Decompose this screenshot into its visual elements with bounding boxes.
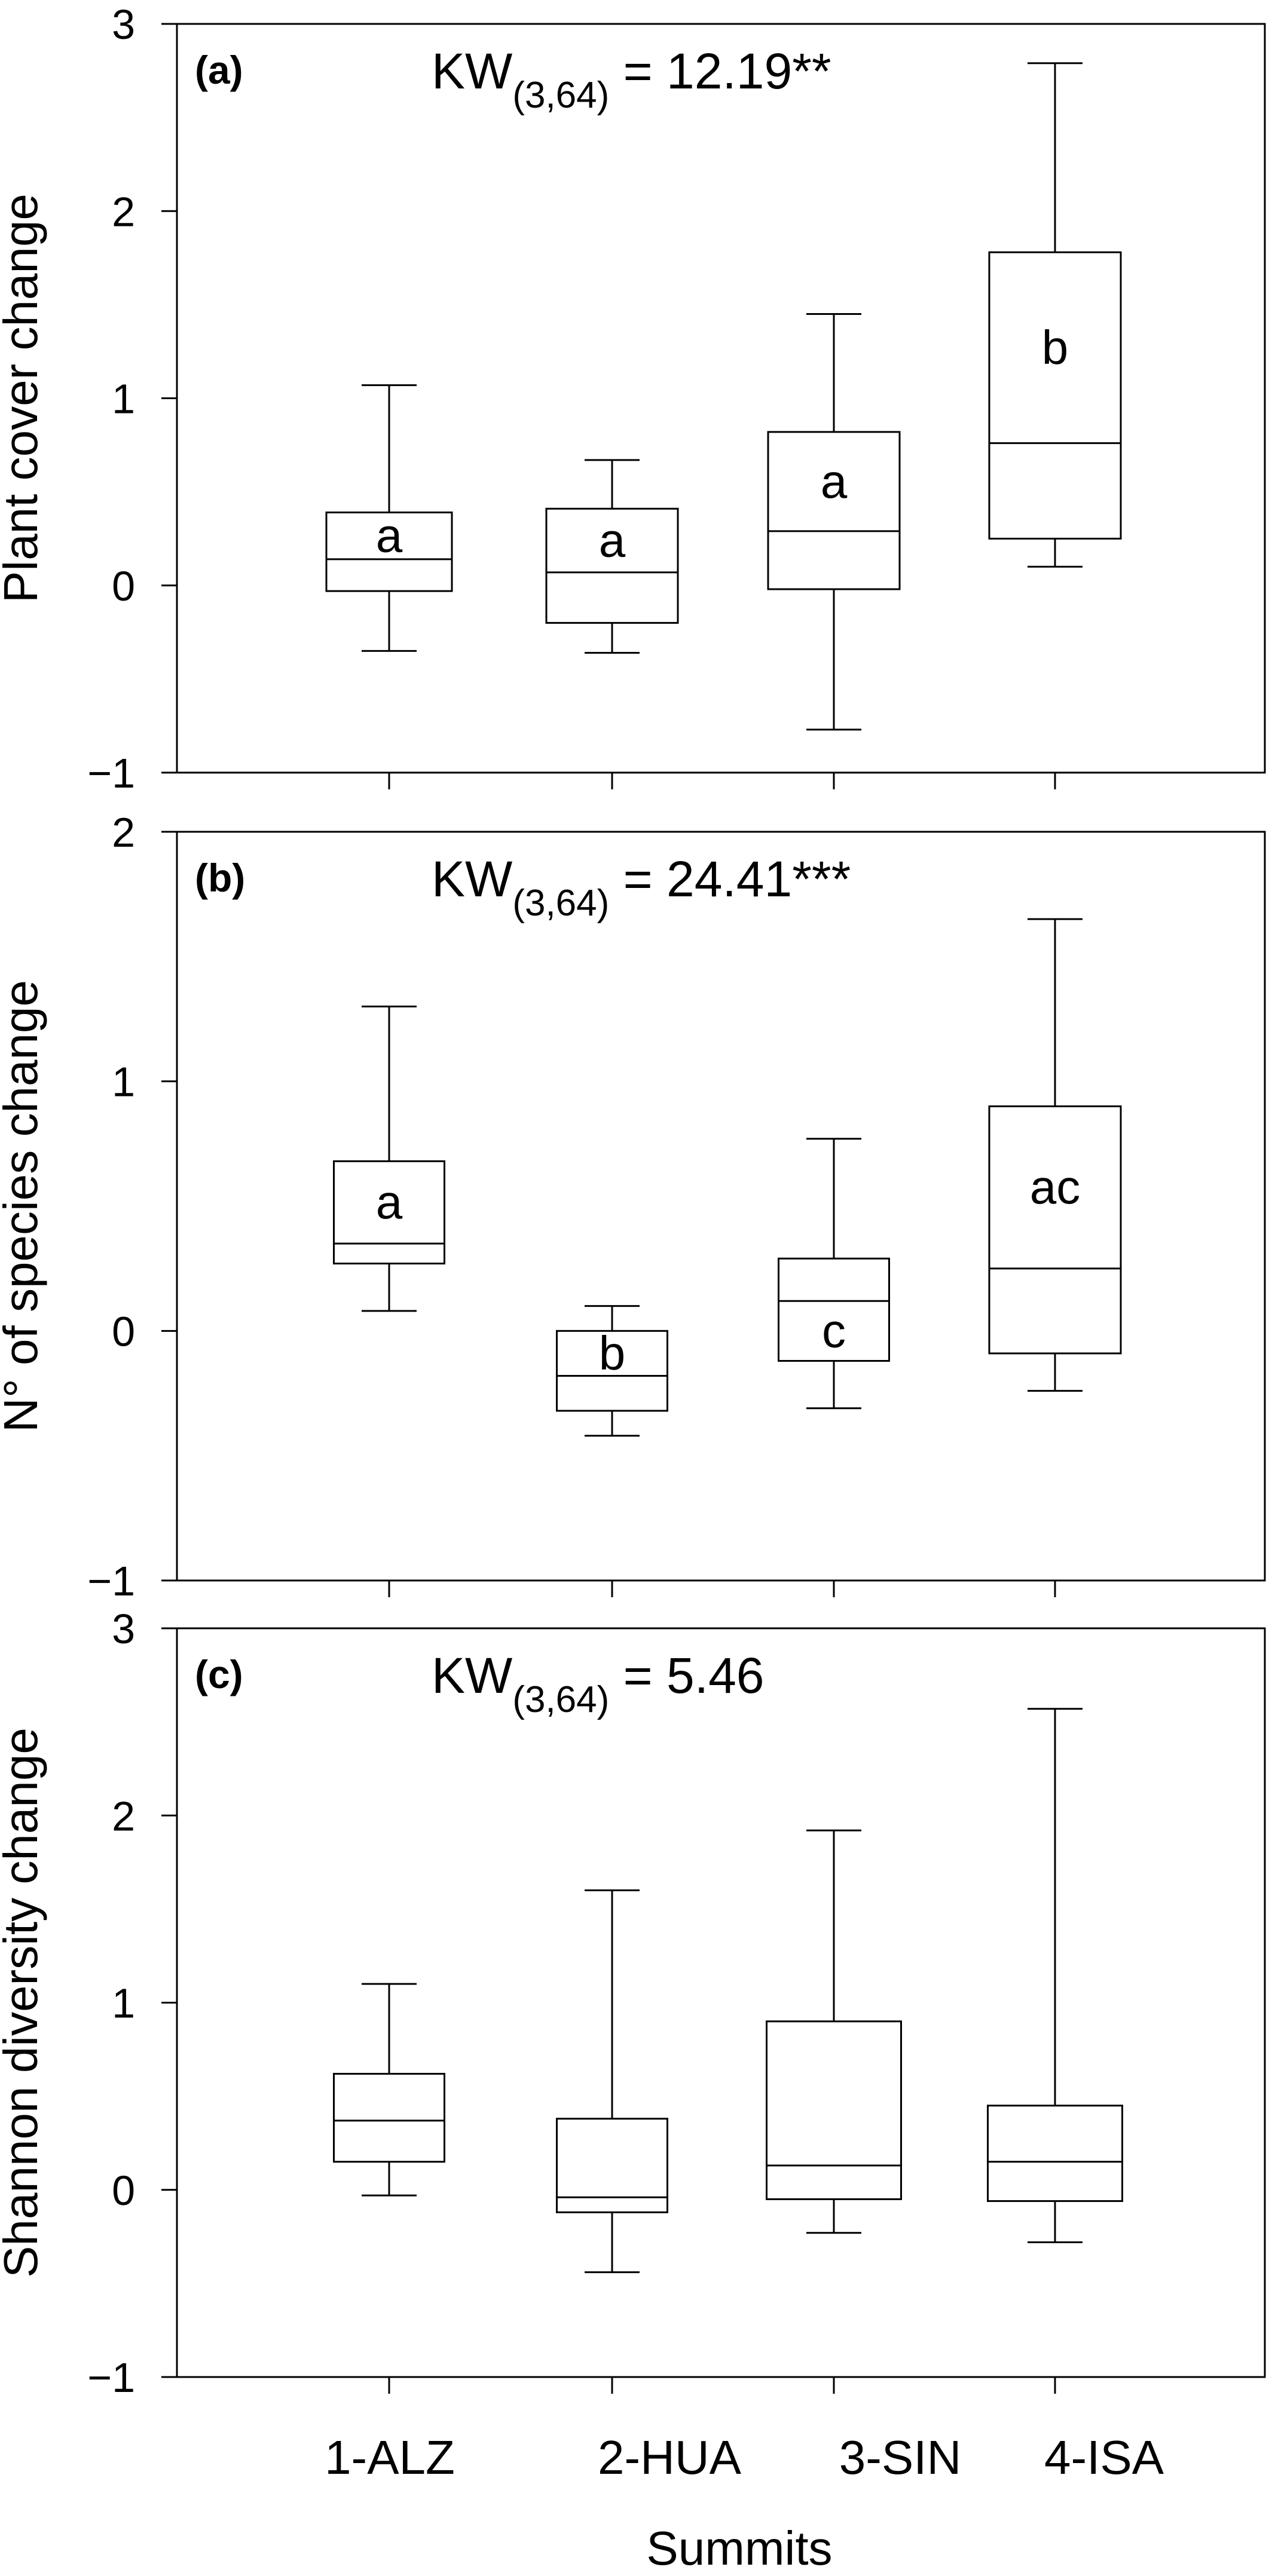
box-2-HUA: b	[556, 1305, 668, 1437]
x-category-label: 1-ALZ	[325, 2431, 455, 2484]
panel-letter: (c)	[195, 1652, 243, 1696]
kw-statistic: KW(3,64) = 5.46	[432, 1647, 765, 1720]
plot-frame	[176, 1627, 1266, 2378]
y-tick-label: −1	[87, 1558, 135, 1604]
kw-statistic: KW(3,64) = 24.41***	[432, 851, 851, 924]
group-letter: b	[1042, 321, 1069, 374]
panels: −1 0 1 2 3 Plant cover change (a) KW(3,64) = 12…	[0, 1, 1266, 2401]
iqr-box	[545, 507, 679, 624]
iqr-box	[988, 1105, 1122, 1355]
y-tick-label: 3	[112, 1606, 135, 1652]
y-tick-label: 2	[112, 188, 135, 235]
box-4-ISA	[987, 1708, 1123, 2243]
panel-letter: (b)	[195, 856, 245, 900]
y-tick-label: 0	[112, 563, 135, 609]
panel-3: −1 0 1 2 3 Shannon diversity change (c) KW(3,64…	[0, 1606, 1266, 2401]
box-3-SIN: a	[767, 313, 901, 731]
y-axis-title: Plant cover change	[0, 194, 47, 603]
iqr-box	[987, 2105, 1123, 2203]
y-tick-label: 1	[112, 1059, 135, 1105]
y-tick-label: 1	[112, 1980, 135, 2027]
panel-2: −1 0 1 2 N° of species change (b) KW(3,64) = 2…	[0, 809, 1266, 1604]
panel-1: −1 0 1 2 3 Plant cover change (a) KW(3,64) = 12…	[0, 1, 1266, 797]
y-tick-label: −1	[87, 2354, 135, 2401]
plot-frame	[176, 831, 1266, 1582]
iqr-box	[333, 2073, 445, 2163]
x-category-label: 3-SIN	[839, 2431, 962, 2484]
box-2-HUA	[556, 1889, 668, 2274]
iqr-box	[767, 431, 901, 590]
box-1-ALZ: a	[325, 384, 453, 652]
y-axis-title: Shannon diversity change	[0, 1727, 47, 2278]
box-3-SIN	[766, 1829, 902, 2234]
kw-statistic: KW(3,64) = 12.19**	[432, 43, 831, 116]
y-tick-label: 0	[112, 2167, 135, 2214]
x-category-labels: 1-ALZ 2-HUA 3-SIN 4-ISA	[325, 2431, 1164, 2484]
y-tick-label: 1	[112, 376, 135, 422]
x-axis-title: Summits	[646, 2522, 832, 2575]
group-letter: c	[822, 1304, 846, 1357]
y-tick-label: 0	[112, 1308, 135, 1355]
y-tick-label: −1	[87, 750, 135, 797]
iqr-box	[556, 2118, 668, 2213]
y-tick-label: 2	[112, 809, 135, 856]
box-1-ALZ: a	[333, 1005, 445, 1312]
y-tick-label: 3	[112, 1, 135, 48]
x-category-label: 4-ISA	[1044, 2431, 1164, 2484]
iqr-box	[325, 511, 453, 592]
iqr-box	[333, 1160, 445, 1265]
iqr-box	[766, 2020, 902, 2200]
box-1-ALZ	[333, 1983, 445, 2197]
iqr-box	[988, 251, 1122, 540]
group-letter: a	[376, 1175, 403, 1229]
box-2-HUA: a	[545, 459, 679, 654]
group-letter: a	[599, 514, 626, 567]
iqr-box	[556, 1330, 668, 1412]
group-letter: a	[821, 455, 848, 508]
group-letter: ac	[1030, 1160, 1081, 1214]
box-4-ISA: ac	[988, 918, 1122, 1392]
group-letter: b	[599, 1327, 626, 1380]
group-letter: a	[376, 509, 403, 562]
box-3-SIN: c	[778, 1138, 890, 1410]
y-tick-label: 2	[112, 1793, 135, 1839]
box-4-ISA: b	[988, 62, 1122, 568]
y-axis-title: N° of species change	[0, 980, 47, 1432]
panel-letter: (a)	[195, 48, 243, 92]
iqr-box	[778, 1257, 890, 1362]
x-category-label: 2-HUA	[598, 2431, 742, 2484]
